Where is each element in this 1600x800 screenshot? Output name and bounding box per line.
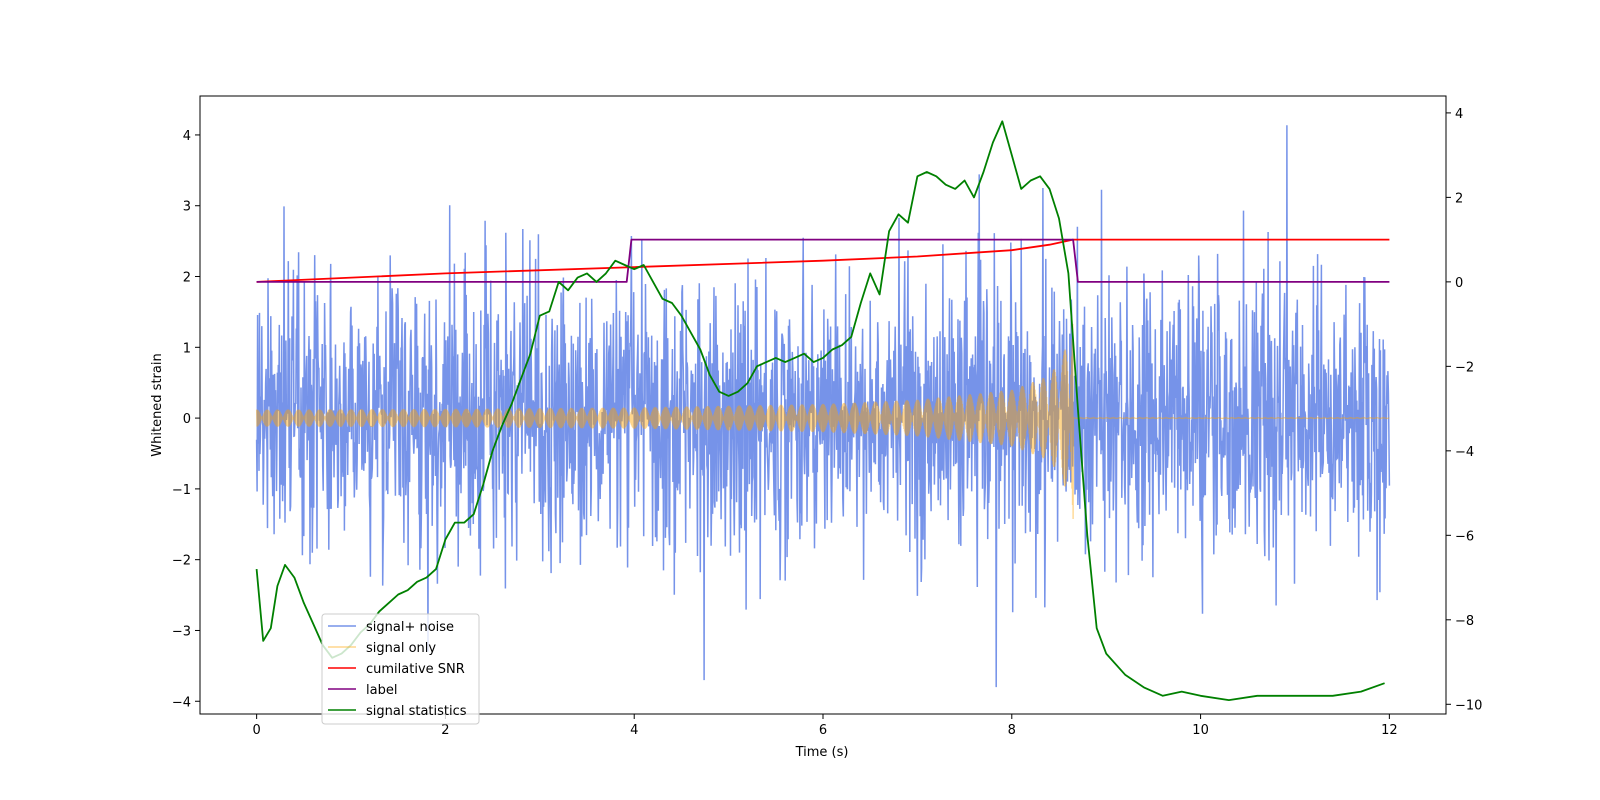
x-tick-label: 8 (1008, 723, 1016, 738)
y2-tick-label: −4 (1455, 445, 1474, 460)
y-tick-label: −2 (172, 554, 191, 569)
x-tick-label: 10 (1192, 723, 1209, 738)
legend: signal+ noise signal only cumilative SNR… (321, 613, 480, 725)
y2-tick-label: −2 (1455, 360, 1474, 375)
y-tick-label: −1 (172, 483, 191, 498)
y2-tick-label: −6 (1455, 529, 1474, 544)
y-tick-label: 0 (183, 412, 191, 427)
y-axis-label: Whitened strain (150, 353, 165, 456)
y2-tick-label: −10 (1455, 698, 1482, 713)
y2-tick-label: 2 (1455, 191, 1463, 206)
x-tick-label: 12 (1381, 723, 1398, 738)
y-tick-label: 3 (183, 200, 191, 215)
series-layer (255, 120, 1391, 701)
y-tick-label: 2 (183, 271, 191, 286)
y-tick-label: 4 (183, 129, 191, 144)
legend-label-signal-noise: signal+ noise (366, 620, 454, 635)
y2-tick-label: −8 (1455, 614, 1474, 629)
left-y-axis: −4 −3 −2 −1 0 1 2 3 4 (172, 129, 200, 710)
x-tick-label: 0 (252, 723, 260, 738)
series-signal-only (255, 323, 1390, 520)
series-cumilative-snr (256, 238, 1390, 283)
y2-tick-label: 0 (1455, 276, 1463, 291)
legend-label-signal-statistics: signal statistics (366, 704, 467, 719)
legend-label-cumilative-snr: cumilative SNR (366, 662, 465, 677)
legend-label-signal-only: signal only (366, 641, 436, 656)
x-tick-label: 2 (441, 723, 449, 738)
y-tick-label: 1 (183, 341, 191, 356)
y2-tick-label: 4 (1455, 107, 1463, 122)
series-signal-plus-noise (255, 125, 1391, 688)
x-axis-label: Time (s) (795, 745, 849, 760)
x-tick-label: 6 (819, 723, 827, 738)
legend-box (321, 613, 480, 725)
x-tick-label: 4 (630, 723, 638, 738)
series-signal-statistics (255, 120, 1385, 701)
series-label (256, 238, 1390, 283)
right-y-axis: −10 −8 −6 −4 −2 0 2 4 (1446, 107, 1482, 713)
y-tick-label: −4 (172, 695, 191, 710)
legend-label-label: label (366, 683, 397, 698)
y-tick-label: −3 (172, 624, 191, 639)
